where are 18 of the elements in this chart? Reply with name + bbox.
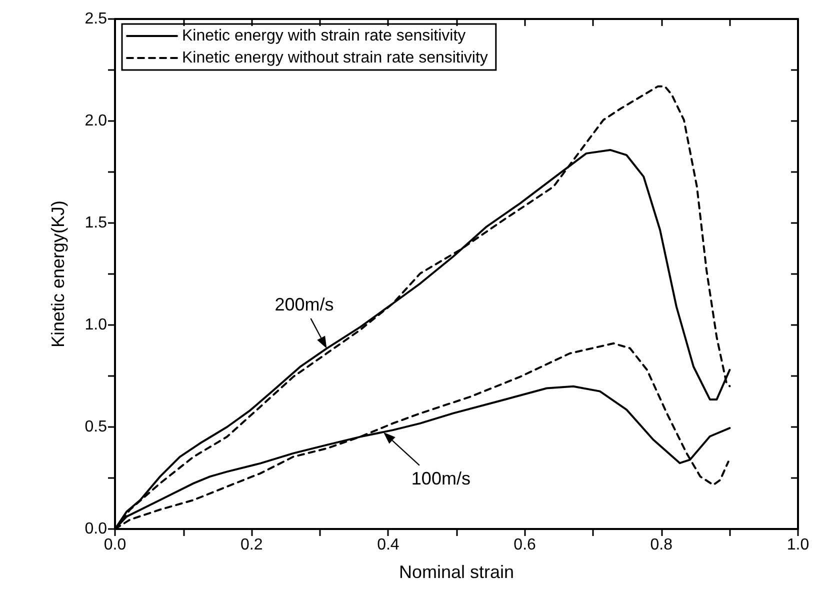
legend-label: Kinetic energy without strain rate sensitivity xyxy=(182,50,488,66)
x-tick-label: 0.4 xyxy=(377,536,400,554)
y-tick-label: 0.0 xyxy=(84,520,108,538)
y-tick-label: 0.5 xyxy=(84,418,108,436)
annotation: 100m/s xyxy=(411,468,470,488)
x-tick-label: 1.0 xyxy=(786,536,810,554)
y-tick-label: 1.5 xyxy=(84,214,108,232)
x-tick-label: 0.2 xyxy=(240,536,263,554)
legend-label: Kinetic energy with strain rate sensitivity xyxy=(182,28,466,44)
y-tick-label: 2.5 xyxy=(84,10,108,28)
y-axis-title: Kinetic energy(KJ) xyxy=(48,200,68,348)
annotation: 200m/s xyxy=(274,294,334,314)
x-tick-label: 0.8 xyxy=(650,536,673,554)
x-axis-title: Nominal strain xyxy=(398,562,514,582)
x-tick-label: 0.0 xyxy=(104,536,126,554)
y-tick-label: 2.0 xyxy=(84,112,108,130)
x-tick-label: 0.6 xyxy=(514,536,536,554)
y-tick-label: 1.0 xyxy=(84,316,108,334)
